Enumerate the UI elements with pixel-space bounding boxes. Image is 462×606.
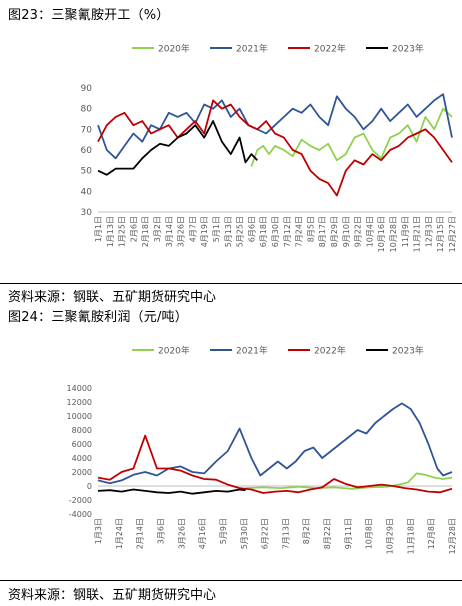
legend-label: 2023年 — [392, 345, 424, 357]
x-tick-label: 5月25日 — [236, 216, 245, 247]
x-tick-label: 12月15日 — [436, 216, 445, 252]
series-line — [250, 107, 453, 167]
x-tick-label: 11月18日 — [406, 518, 415, 554]
y-tick-label: 50 — [81, 167, 93, 177]
y-tick-label: 40 — [81, 187, 93, 197]
legend-label: 2020年 — [158, 345, 190, 357]
x-tick-label: 5月1日 — [212, 216, 221, 242]
x-tick-label: 5月9日 — [219, 518, 228, 544]
x-tick-label: 9月22日 — [354, 216, 363, 247]
x-tick-label: 8月22日 — [323, 518, 332, 549]
x-tick-label: 12月3日 — [424, 216, 433, 247]
y-tick-label: -2000 — [69, 496, 92, 505]
x-tick-label: 5月30日 — [240, 518, 249, 549]
x-tick-label: 4月7日 — [188, 216, 197, 242]
x-tick-label: 1月25日 — [118, 216, 127, 247]
x-tick-label: 1月13日 — [106, 216, 115, 247]
x-tick-label: 3月2日 — [153, 216, 162, 242]
series-line — [97, 402, 453, 485]
y-tick-label: 70 — [81, 125, 93, 135]
legend-label: 2022年 — [314, 43, 346, 55]
x-tick-label: 12月28日 — [448, 518, 457, 554]
x-tick-label: 1月1日 — [94, 216, 103, 242]
legend-label: 2020年 — [158, 43, 190, 55]
x-tick-label: 12月8日 — [427, 518, 436, 549]
x-tick-label: 5月13日 — [224, 216, 233, 247]
y-tick-label: 4000 — [72, 454, 92, 463]
x-tick-label: 1月24日 — [115, 518, 124, 549]
x-tick-label: 9月11日 — [344, 518, 353, 549]
series-line — [97, 120, 258, 176]
figure-23-source: 资料来源：钢联、五矿期货研究中心 — [8, 290, 217, 305]
x-tick-label: 10月8日 — [365, 518, 374, 549]
figure-24-title: 图24：三聚氰胺利润（元/吨） — [8, 310, 188, 325]
y-tick-label: 2000 — [72, 468, 92, 477]
x-tick-label: 12月27日 — [448, 216, 457, 252]
x-tick-label: 6月18日 — [259, 216, 268, 247]
x-tick-label: 8月29日 — [330, 216, 339, 247]
series-line — [245, 472, 453, 490]
x-tick-label: 10月4日 — [365, 216, 374, 247]
x-tick-label: 2月14日 — [136, 518, 145, 549]
divider-line — [0, 283, 462, 284]
divider-line — [0, 580, 462, 581]
x-tick-label: 6月30日 — [271, 216, 280, 247]
x-tick-label: 3月26日 — [177, 518, 186, 549]
figure-23-title: 图23：三聚氰胺开工（%） — [8, 8, 170, 23]
x-tick-label: 8月2日 — [302, 518, 311, 544]
y-tick-label: 80 — [81, 105, 93, 115]
x-tick-label: 4月19日 — [200, 216, 209, 247]
legend-label: 2021年 — [236, 345, 268, 357]
x-tick-label: 3月26日 — [177, 216, 186, 247]
x-tick-label: 8月5日 — [306, 216, 315, 242]
y-tick-label: 10000 — [67, 412, 92, 421]
x-tick-label: 2月18日 — [141, 216, 150, 247]
legend-label: 2022年 — [314, 345, 346, 357]
x-tick-label: 1月3日 — [94, 518, 103, 544]
x-tick-label: 7月12日 — [283, 216, 292, 247]
x-tick-label: 9月10日 — [342, 216, 351, 247]
x-tick-label: 10月16日 — [377, 216, 386, 252]
x-tick-label: 3月14日 — [165, 216, 174, 247]
chart-24: 2020年 2021年 2022年 2023年 -4000 -2000 0 2000 4000 6… — [67, 345, 457, 555]
x-tick-label: 10月29日 — [386, 518, 395, 554]
x-tick-label: 3月6日 — [156, 518, 165, 544]
x-tick-label: 6月6日 — [247, 216, 256, 242]
x-tick-label: 7月13日 — [281, 518, 290, 549]
x-tick-label: 11月21日 — [413, 216, 422, 252]
legend-label: 2021年 — [236, 43, 268, 55]
y-tick-label: 30 — [81, 208, 93, 218]
series-line — [97, 434, 453, 494]
y-tick-label: 12000 — [67, 398, 92, 407]
x-tick-label: 8月17日 — [318, 216, 327, 247]
x-tick-label: 10月28日 — [389, 216, 398, 252]
figure-24-source: 资料来源：钢联、五矿期货研究中心 — [8, 588, 217, 603]
y-tick-label: 8000 — [72, 426, 92, 435]
series-line — [97, 488, 246, 495]
series-line — [97, 99, 453, 197]
x-tick-label: 6月22日 — [261, 518, 270, 549]
y-tick-label: 0 — [87, 482, 92, 491]
y-tick-label: 60 — [81, 146, 93, 156]
series-line — [97, 93, 453, 160]
y-tick-label: -4000 — [69, 510, 92, 519]
y-tick-label: 6000 — [72, 440, 92, 449]
legend-label: 2023年 — [392, 43, 424, 55]
x-tick-label: 7月24日 — [295, 216, 304, 247]
x-tick-label: 2月6日 — [129, 216, 138, 242]
y-tick-label: 90 — [81, 84, 93, 94]
x-tick-label: 4月16日 — [198, 518, 207, 549]
x-tick-label: 11月9日 — [401, 216, 410, 247]
y-tick-label: 14000 — [67, 384, 92, 393]
